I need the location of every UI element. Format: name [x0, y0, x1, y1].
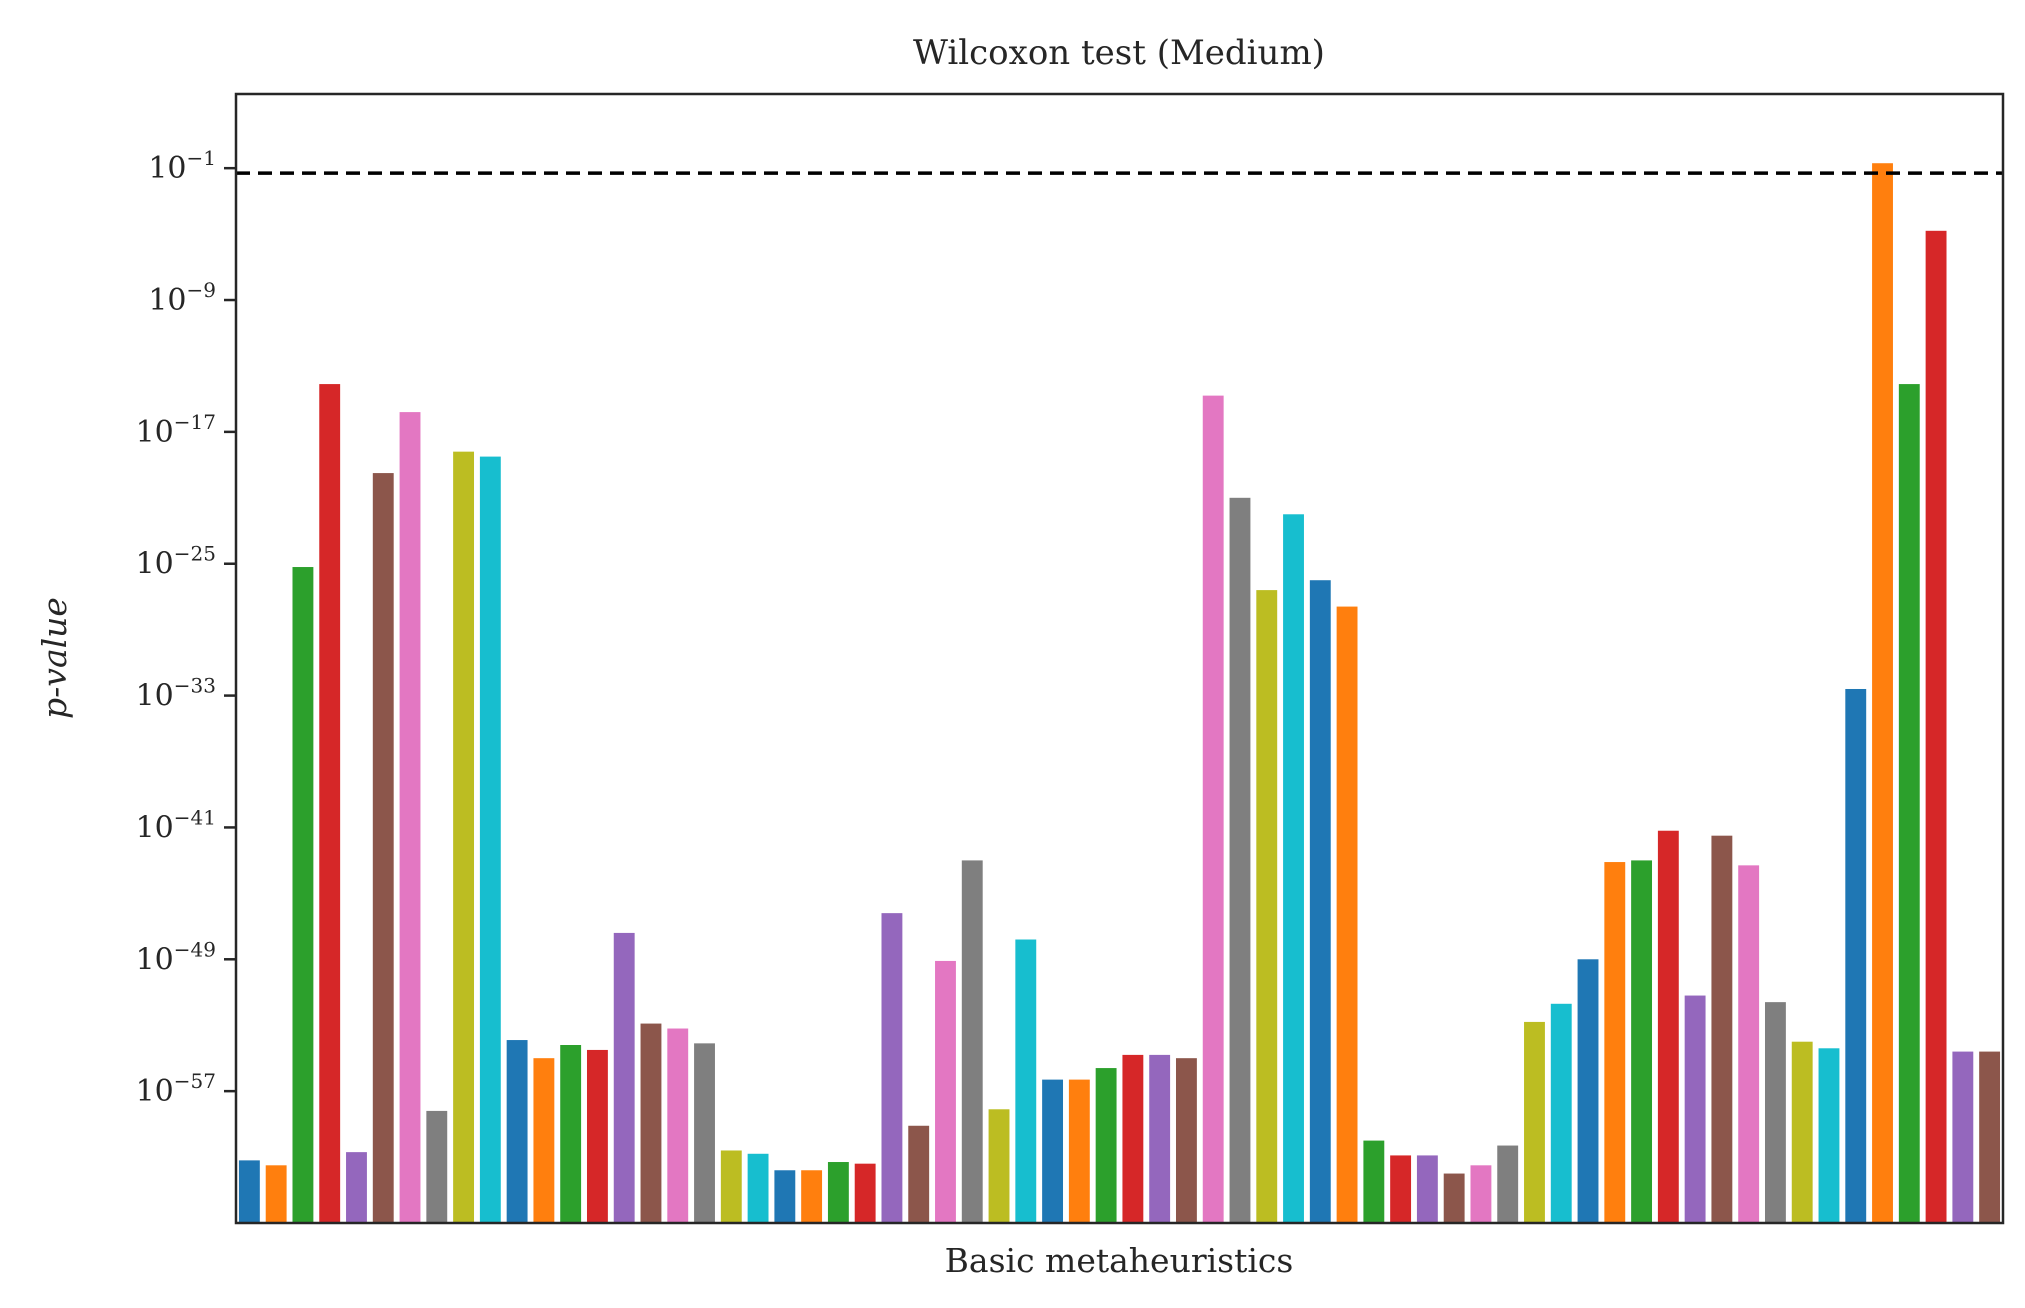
bar-45 [1416, 1155, 1438, 1223]
bar-30 [1015, 939, 1037, 1223]
bar-35 [1149, 1054, 1171, 1223]
bar-63 [1898, 384, 1920, 1224]
bar-14 [586, 1049, 608, 1223]
bar-39 [1256, 590, 1278, 1223]
bar-59 [1791, 1041, 1813, 1223]
bar-64 [1925, 230, 1947, 1224]
bar-56 [1711, 835, 1733, 1223]
bar-12 [533, 1058, 555, 1223]
bar-34 [1122, 1054, 1144, 1223]
bar-42 [1336, 606, 1358, 1223]
y-tick-label-2: 10−9 [148, 278, 216, 318]
bar-26 [908, 1125, 930, 1223]
bar-62 [1872, 163, 1893, 1224]
bar-15 [613, 932, 635, 1223]
chart-title: Wilcoxon test (Medium) [913, 33, 1325, 73]
bar-29 [988, 1109, 1010, 1223]
bar-61 [1845, 688, 1867, 1223]
bar-22 [801, 1170, 823, 1223]
bar-25 [881, 913, 903, 1223]
bar-52 [1604, 862, 1626, 1223]
y-tick-label-7: 10−49 [136, 937, 216, 977]
bar-55 [1684, 995, 1706, 1223]
x-axis-title: Basic metaheuristics [945, 1241, 1294, 1280]
bar-49 [1524, 1021, 1545, 1223]
bar-27 [935, 960, 956, 1223]
bar-20 [747, 1153, 769, 1223]
bar-60 [1818, 1048, 1840, 1223]
bar-65 [1952, 1051, 1974, 1223]
bar-51 [1577, 959, 1599, 1223]
y-axis: 10−1 10−9 10−17 10−25 10−33 10−41 10−49 10−57 [136, 146, 236, 1109]
bar-28 [961, 860, 983, 1223]
bar-54 [1657, 830, 1679, 1223]
y-tick-label-3: 10−17 [136, 410, 216, 450]
bar-66 [1979, 1051, 2001, 1223]
bar-23 [827, 1162, 849, 1223]
bar-53 [1631, 860, 1653, 1223]
bar-57 [1738, 865, 1760, 1223]
bar-4 [319, 384, 341, 1224]
bar-10 [479, 456, 501, 1224]
bar-38 [1229, 497, 1251, 1223]
bar-3 [292, 567, 314, 1223]
plot-frame [234, 92, 2005, 1225]
bar-32 [1068, 1079, 1090, 1223]
bar-58 [1764, 1002, 1786, 1223]
bar-31 [1042, 1079, 1064, 1223]
bar-2 [265, 1165, 287, 1223]
y-tick-label-8: 10−57 [136, 1069, 216, 1109]
bar-1 [238, 1160, 260, 1223]
bar-6 [372, 473, 394, 1224]
bar-47 [1470, 1165, 1492, 1223]
bar-33 [1095, 1068, 1117, 1223]
bar-46 [1443, 1173, 1465, 1223]
bar-9 [453, 451, 475, 1223]
bar-18 [694, 1043, 715, 1223]
bar-48 [1497, 1145, 1519, 1223]
bar-19 [720, 1150, 742, 1223]
y-tick-label-4: 10−25 [136, 542, 216, 582]
bar-24 [854, 1163, 876, 1223]
bar-11 [506, 1040, 528, 1223]
bar-40 [1283, 514, 1304, 1223]
bar-50 [1550, 1003, 1572, 1223]
bar-37 [1202, 395, 1224, 1223]
y-tick-label-6: 10−41 [136, 805, 216, 845]
bar-7 [399, 412, 421, 1224]
bars-layer [238, 163, 2001, 1224]
bar-43 [1363, 1140, 1385, 1223]
y-tick-label-1: 10−1 [148, 146, 216, 186]
bar-13 [560, 1045, 582, 1223]
bar-44 [1390, 1155, 1412, 1223]
bar-17 [667, 1028, 689, 1223]
y-tick-label-5: 10−33 [136, 674, 216, 714]
bar-8 [426, 1110, 448, 1223]
bar-36 [1175, 1058, 1197, 1223]
bar-5 [346, 1152, 367, 1223]
y-axis-title: p-value [35, 597, 74, 719]
bar-16 [640, 1023, 662, 1223]
bar-21 [774, 1170, 796, 1223]
bar-41 [1309, 580, 1331, 1223]
